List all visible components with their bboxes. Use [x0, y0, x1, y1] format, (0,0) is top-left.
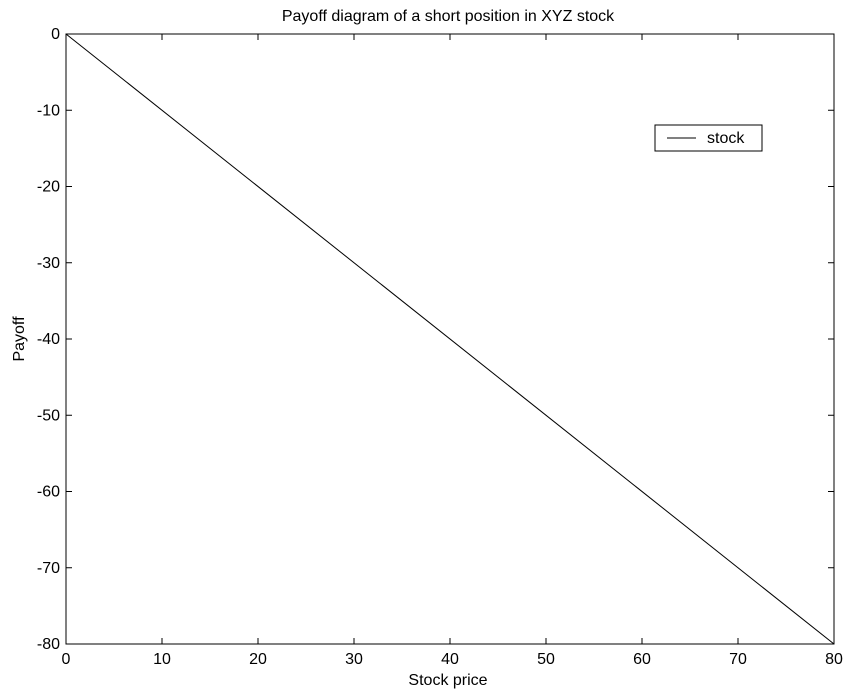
y-tick-label: 0 — [51, 26, 60, 43]
y-tick-label: -70 — [37, 560, 60, 577]
y-tick-label: -60 — [37, 484, 60, 501]
legend-label-stock: stock — [707, 130, 745, 147]
y-tick-label: -50 — [37, 407, 60, 424]
y-tick-label: -80 — [37, 636, 60, 653]
x-tick-label: 0 — [62, 651, 71, 668]
x-tick-label: 70 — [729, 651, 747, 668]
x-tick-label: 20 — [249, 651, 267, 668]
x-tick-label: 80 — [825, 651, 843, 668]
x-axis-title: Stock price — [408, 672, 487, 689]
legend: stock — [655, 125, 762, 151]
chart-title: Payoff diagram of a short position in XY… — [282, 8, 615, 25]
y-tick-label: -40 — [37, 331, 60, 348]
y-tick-label: -30 — [37, 255, 60, 272]
x-tick-label: 10 — [153, 651, 171, 668]
x-tick-label: 60 — [633, 651, 651, 668]
x-tick-label: 50 — [537, 651, 555, 668]
y-tick-label: -10 — [37, 102, 60, 119]
x-tick-label: 40 — [441, 651, 459, 668]
y-axis-title: Payoff — [11, 316, 28, 362]
x-tick-label: 30 — [345, 651, 363, 668]
y-tick-label: -20 — [37, 179, 60, 196]
